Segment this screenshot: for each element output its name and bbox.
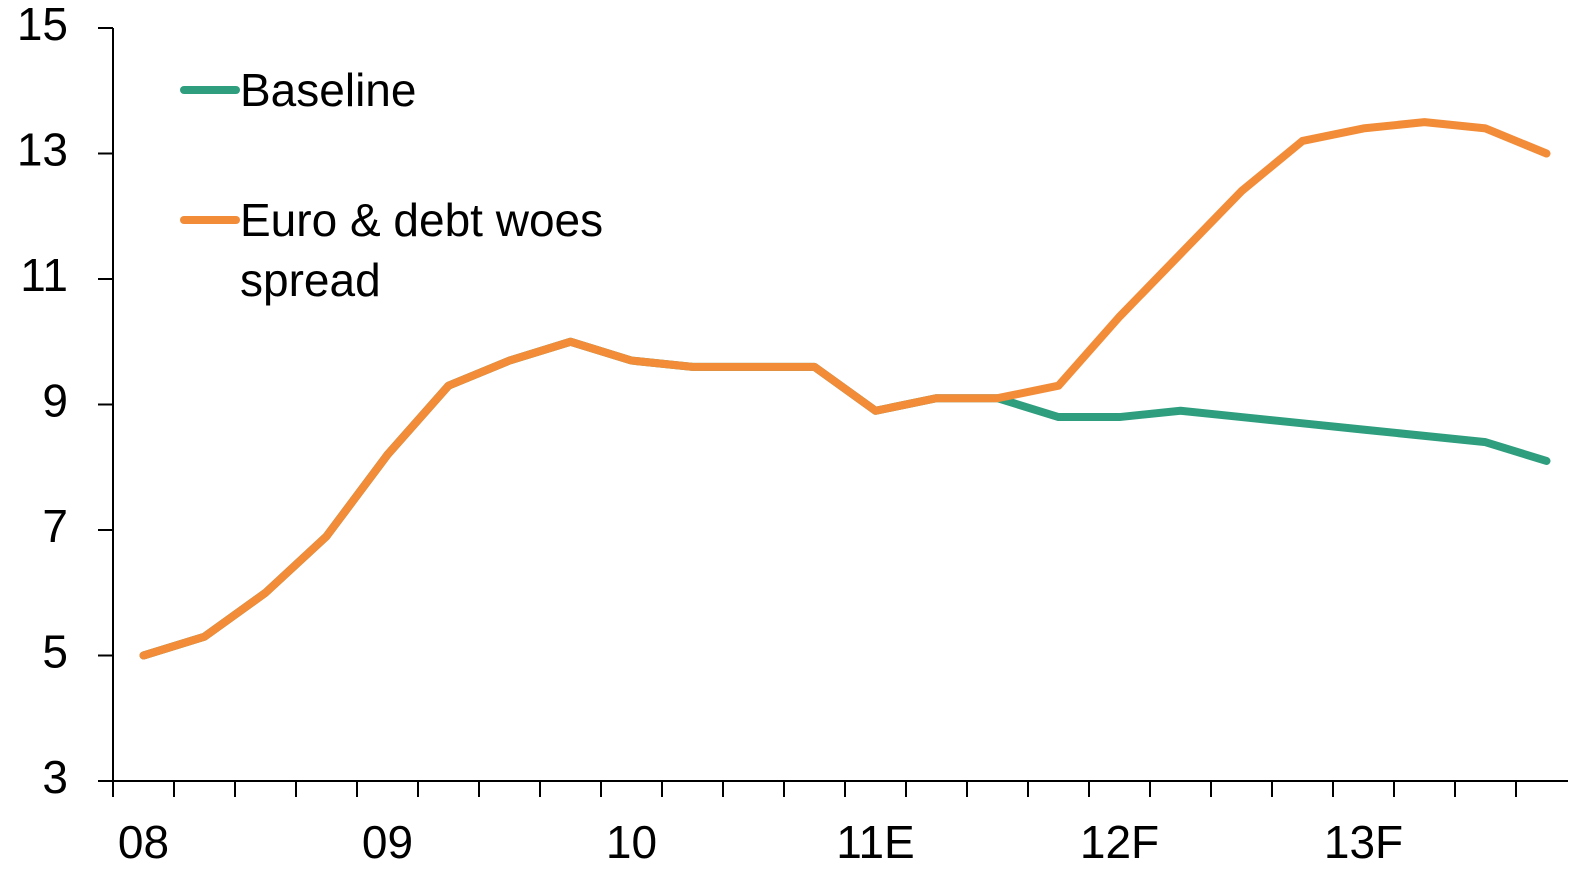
legend-swatch — [180, 86, 240, 94]
x-tick-label: 13F — [1324, 816, 1403, 868]
x-tick-label: 09 — [362, 816, 413, 868]
legend-label: Euro & debt woes spread — [240, 194, 604, 306]
legend-item: Euro & debt woes spread — [180, 190, 680, 310]
y-tick-label: 7 — [42, 500, 68, 552]
legend-item: Baseline — [180, 60, 680, 120]
y-tick-label: 11 — [20, 249, 68, 301]
x-tick-label: 08 — [118, 816, 169, 868]
y-tick-label: 5 — [42, 626, 68, 678]
x-tick-label: 12F — [1080, 816, 1159, 868]
x-tick-label: 11E — [836, 816, 914, 868]
legend-label: Baseline — [240, 64, 417, 116]
x-tick-label: 10 — [606, 816, 657, 868]
y-tick-label: 13 — [17, 124, 68, 176]
y-tick-label: 3 — [42, 751, 68, 803]
legend-swatch — [180, 216, 240, 224]
y-tick-label: 9 — [42, 375, 68, 427]
series-line — [139, 118, 1551, 660]
y-tick-label: 15 — [17, 0, 68, 50]
